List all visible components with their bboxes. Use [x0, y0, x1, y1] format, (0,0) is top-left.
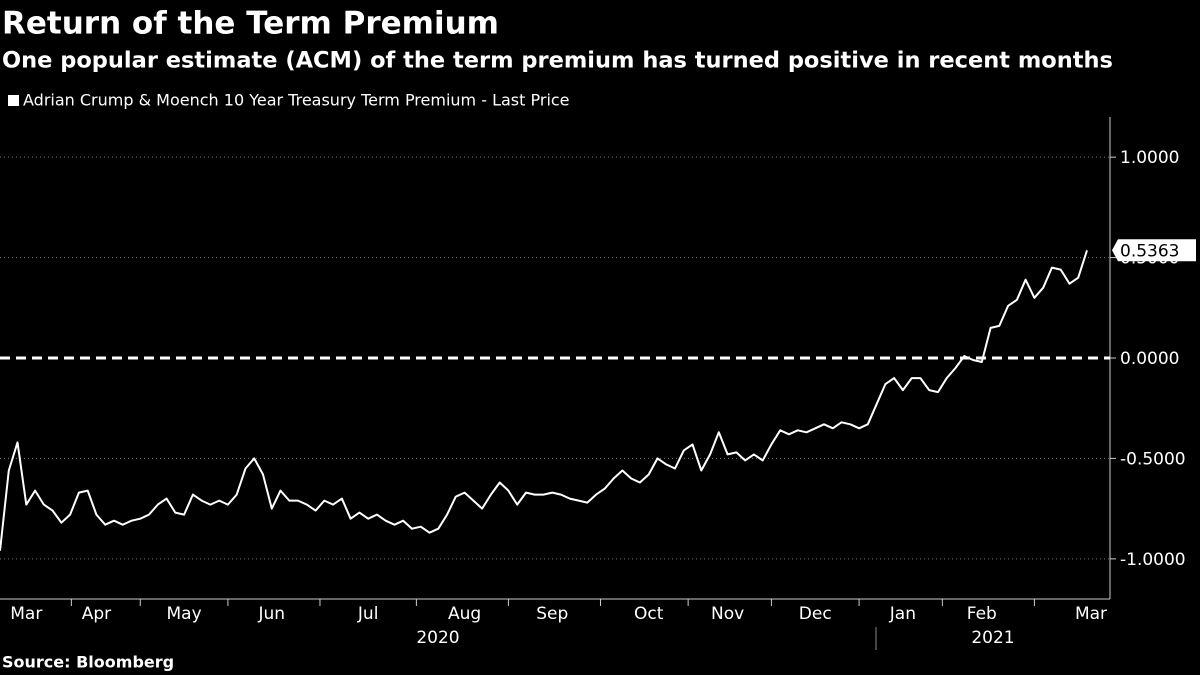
x-tick-label: Apr	[82, 604, 111, 624]
source: Source: Bloomberg	[2, 653, 174, 672]
x-tick-label: Jun	[257, 604, 285, 624]
last-value-label: 0.5363	[1120, 241, 1179, 261]
x-tick-label: Jul	[357, 604, 379, 624]
x-tick-label: Mar	[1075, 604, 1107, 624]
x-tick-label: Nov	[711, 604, 744, 624]
x-tick-label: May	[167, 604, 202, 624]
legend-swatch	[8, 95, 19, 106]
y-tick-label: -0.5000	[1120, 449, 1186, 469]
y-tick-label: 1.0000	[1120, 148, 1179, 168]
x-tick-label: Sep	[536, 604, 568, 624]
year-label: 2021	[971, 628, 1014, 648]
x-tick-label: Feb	[967, 604, 997, 624]
x-tick-label: Mar	[10, 604, 42, 624]
year-label: 2020	[416, 628, 459, 648]
x-tick-label: Dec	[799, 604, 832, 624]
x-tick-label: Jan	[889, 604, 916, 624]
legend-label: Adrian Crump & Moench 10 Year Treasury T…	[23, 91, 570, 110]
x-tick-label: Aug	[448, 604, 481, 624]
last-value-box	[1112, 239, 1196, 262]
chart-subtitle: One popular estimate (ACM) of the term p…	[2, 48, 1113, 74]
x-tick-label: Oct	[634, 604, 664, 624]
y-tick-label: -1.0000	[1120, 550, 1186, 570]
chart-title: Return of the Term Premium	[2, 6, 499, 42]
y-tick-label: 0.0000	[1120, 349, 1179, 369]
line	[0, 249, 1088, 551]
